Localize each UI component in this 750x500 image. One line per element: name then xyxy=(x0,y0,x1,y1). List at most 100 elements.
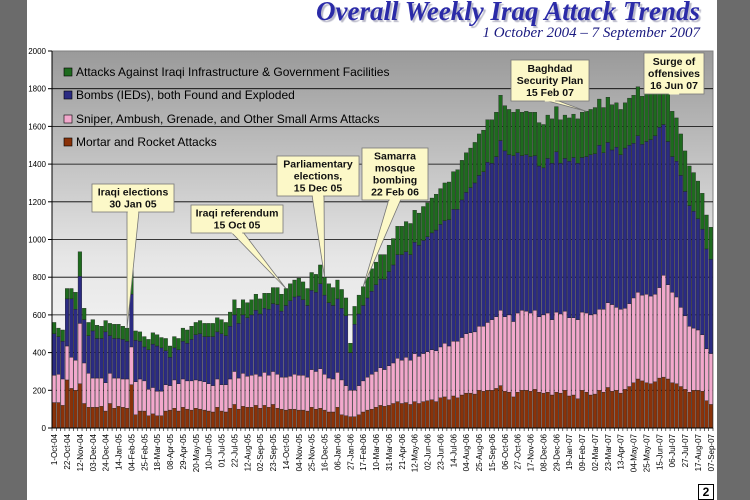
bar-sniper xyxy=(116,377,121,407)
y-tick-label: 1200 xyxy=(28,198,46,207)
x-tick-label: 16-Dec-05 xyxy=(321,433,330,471)
bar-bombs xyxy=(653,135,658,295)
bar-infrastructure xyxy=(219,319,224,334)
bar-bombs xyxy=(374,284,379,372)
bar-infrastructure xyxy=(198,320,203,334)
bar-infrastructure xyxy=(288,283,293,301)
bar-stack xyxy=(545,114,550,429)
bar-mortar xyxy=(550,394,555,429)
bar-sniper xyxy=(622,308,628,390)
bar-sniper xyxy=(271,371,276,405)
bar-sniper xyxy=(60,378,65,406)
bar-infrastructure xyxy=(258,298,263,315)
bar-sniper xyxy=(434,350,439,402)
bar-bombs xyxy=(648,139,653,297)
bar-infrastructure xyxy=(416,212,422,246)
bar-sniper xyxy=(661,275,666,378)
x-tick-label: 22-Jul-05 xyxy=(230,433,239,467)
bar-infrastructure xyxy=(279,293,284,312)
bar-sniper xyxy=(562,310,567,391)
y-tick-label: 1600 xyxy=(28,122,46,131)
bar-sniper xyxy=(399,359,404,404)
bar-mortar xyxy=(455,397,460,429)
bar-sniper xyxy=(86,373,91,408)
bar-stack xyxy=(240,299,246,429)
bar-sniper xyxy=(558,313,563,394)
bar-sniper xyxy=(537,316,542,393)
bar-mortar xyxy=(210,411,215,429)
bar-infrastructure xyxy=(382,254,387,280)
bar-stack xyxy=(313,274,318,429)
bar-mortar xyxy=(202,409,207,429)
bar-mortar xyxy=(588,394,593,429)
bar-mortar xyxy=(532,389,537,429)
bar-stack xyxy=(661,75,666,429)
x-tick-label: 06-Jan-06 xyxy=(333,433,342,470)
bar-sniper xyxy=(90,377,95,408)
bar-stack xyxy=(168,345,173,429)
x-tick-label: 12-Nov-04 xyxy=(76,433,85,471)
bar-stack xyxy=(369,268,374,429)
bar-mortar xyxy=(283,409,288,429)
bar-sniper xyxy=(404,357,409,403)
bar-infrastructure xyxy=(455,169,460,210)
x-tick-label: 03-Dec-04 xyxy=(89,433,98,471)
bar-mortar xyxy=(700,391,705,429)
bar-sniper xyxy=(395,358,400,402)
bar-mortar xyxy=(489,390,494,429)
bar-infrastructure xyxy=(670,111,675,157)
y-tick-label: 2000 xyxy=(28,47,46,56)
bar-mortar xyxy=(95,407,100,429)
bar-bombs xyxy=(56,336,61,375)
bar-sniper xyxy=(442,343,447,398)
bar-sniper xyxy=(335,372,340,408)
bar-stack xyxy=(502,105,507,429)
x-tick-label: 19-Jan-07 xyxy=(565,433,574,470)
bar-mortar xyxy=(86,407,91,429)
bar-mortar xyxy=(648,383,653,429)
bar-mortar xyxy=(678,386,683,429)
callout-text: 22 Feb 06 xyxy=(371,187,419,199)
bar-mortar xyxy=(524,390,529,429)
bar-infrastructure xyxy=(391,238,396,266)
bar-bombs xyxy=(404,251,409,358)
bar-bombs xyxy=(331,305,336,380)
bar-sniper xyxy=(687,326,692,393)
x-tick-label: 17-Aug-07 xyxy=(694,433,703,471)
bar-sniper xyxy=(678,307,683,387)
bar-bombs xyxy=(468,187,473,333)
bar-stack xyxy=(95,325,100,429)
bar-bombs xyxy=(305,305,310,378)
bar-sniper xyxy=(386,365,391,406)
legend-label-infrastructure: Attacks Against Iraqi Infrastructure & G… xyxy=(76,65,389,79)
bar-sniper xyxy=(313,371,318,410)
bar-mortar xyxy=(708,404,713,429)
bar-bombs xyxy=(133,340,138,382)
bar-bombs xyxy=(82,319,87,364)
bar-stack xyxy=(537,122,542,429)
bar-mortar xyxy=(464,392,469,429)
bar-sniper xyxy=(468,332,473,394)
bar-infrastructure xyxy=(678,133,683,176)
bar-bombs xyxy=(339,308,344,381)
bar-bombs xyxy=(532,155,537,311)
x-tick-label: 12-Aug-05 xyxy=(243,433,252,471)
bar-sniper xyxy=(322,374,327,411)
bar-sniper xyxy=(605,302,610,388)
bar-stack xyxy=(687,165,692,429)
bar-infrastructure xyxy=(339,289,344,309)
bar-sniper xyxy=(507,314,512,393)
bar-bombs xyxy=(472,182,477,333)
bar-bombs xyxy=(292,296,297,375)
bar-stack xyxy=(588,109,593,429)
bar-sniper xyxy=(571,317,576,396)
bar-infrastructure xyxy=(202,323,207,337)
bar-infrastructure xyxy=(502,105,507,152)
bar-stack xyxy=(202,323,207,429)
x-tick-label: 06-Jul-07 xyxy=(668,433,677,467)
bar-bombs xyxy=(541,167,546,316)
bar-stack xyxy=(69,288,74,429)
bar-sniper xyxy=(82,362,87,404)
bar-stack xyxy=(391,238,396,429)
